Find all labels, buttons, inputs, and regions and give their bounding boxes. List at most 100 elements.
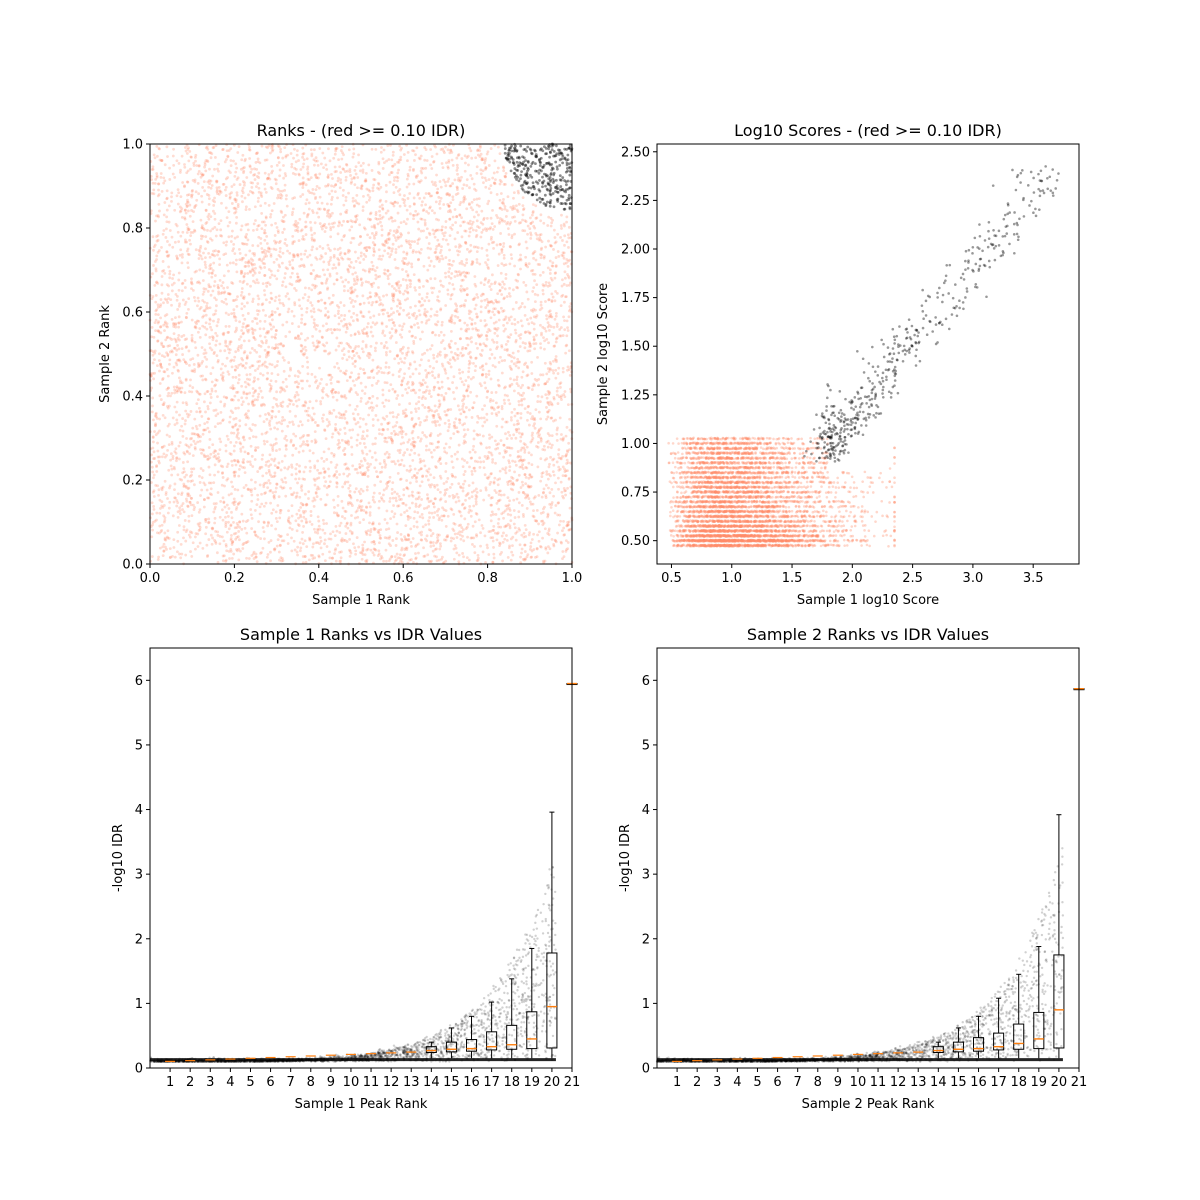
ranks-point-fail xyxy=(476,346,479,350)
ranks-point-fail xyxy=(340,157,344,161)
ranks-point-fail xyxy=(463,517,467,521)
ranks-point-fail xyxy=(427,192,431,195)
ranks-point-fail xyxy=(472,215,476,219)
ranks-point-fail xyxy=(274,333,278,336)
ranks-point-fail xyxy=(472,182,476,186)
ranks-point-fail xyxy=(561,455,564,458)
ranks-point-fail xyxy=(425,310,429,314)
ranks-point-fail xyxy=(368,376,372,379)
ranks-point-fail xyxy=(252,403,256,407)
ranks-point-fail xyxy=(261,302,265,306)
ranks-point-fail xyxy=(422,507,426,510)
ranks-point-fail xyxy=(455,156,459,160)
ranks-point-fail xyxy=(181,298,185,302)
ranks-point-fail xyxy=(343,234,346,237)
ranks-point-fail xyxy=(528,500,532,504)
ranks-point-fail xyxy=(361,170,365,174)
ranks-point-fail xyxy=(528,349,532,353)
ranks-point-fail xyxy=(306,165,310,169)
ranks-point-fail xyxy=(454,342,457,345)
ranks-point-fail xyxy=(357,332,361,336)
ranks-point-fail xyxy=(186,504,190,508)
ranks-point-fail xyxy=(433,181,437,184)
ranks-point-fail xyxy=(462,383,466,387)
ranks-point-fail xyxy=(226,155,230,159)
ranks-point-fail xyxy=(353,546,357,550)
ranks-point-fail xyxy=(316,527,320,531)
ranks-point-fail xyxy=(511,288,515,292)
ranks-point-fail xyxy=(380,224,384,228)
ranks-point-fail xyxy=(560,541,563,545)
ranks-point-fail xyxy=(426,478,430,482)
ranks-point-fail xyxy=(303,477,307,481)
ranks-point-fail xyxy=(189,550,192,553)
ranks-point-fail xyxy=(482,218,485,222)
ranks-point-fail xyxy=(473,520,477,524)
ranks-point-fail xyxy=(379,557,382,561)
ranks-point-fail xyxy=(465,258,469,261)
ranks-point-fail xyxy=(180,282,184,286)
ranks-point-fail xyxy=(260,363,264,367)
ranks-point-fail xyxy=(367,501,371,505)
ranks-point-fail xyxy=(306,413,310,417)
ranks-point-fail xyxy=(264,298,268,302)
ranks-point-fail xyxy=(343,482,347,486)
ranks-point-fail xyxy=(340,256,344,260)
ranks-point-fail xyxy=(549,216,553,220)
ranks-point-fail xyxy=(155,239,159,243)
ranks-point-fail xyxy=(448,281,451,285)
ranks-point-fail xyxy=(456,274,459,277)
ranks-point-fail xyxy=(480,348,484,352)
ranks-point-fail xyxy=(274,182,278,186)
ranks-point-fail xyxy=(414,153,417,157)
ranks-point-fail xyxy=(150,410,154,414)
ranks-point-fail xyxy=(209,151,212,155)
ranks-point-fail xyxy=(406,515,410,519)
ranks-point-fail xyxy=(396,459,400,463)
ranks-point-fail xyxy=(511,459,514,463)
ranks-point-fail xyxy=(181,401,185,405)
ranks-point-fail xyxy=(320,377,323,381)
ranks-point-fail xyxy=(375,266,379,270)
ranks-point-fail xyxy=(562,315,565,319)
ranks-point-fail xyxy=(491,406,495,410)
ranks-point-fail xyxy=(496,216,500,220)
ranks-point-fail xyxy=(275,441,278,445)
ranks-point-fail xyxy=(318,341,321,344)
ranks-point-fail xyxy=(310,315,314,319)
ranks-point-fail xyxy=(202,180,206,183)
ranks-point-fail xyxy=(186,247,190,251)
ranks-point-fail xyxy=(241,543,245,547)
ranks-point-fail xyxy=(201,378,205,382)
ranks-point-fail xyxy=(200,237,203,241)
ranks-point-fail xyxy=(261,546,265,550)
ranks-point-fail xyxy=(520,551,523,555)
ranks-point-fail xyxy=(343,323,347,326)
ranks-point-fail xyxy=(338,341,342,345)
ranks-point-fail xyxy=(224,444,228,447)
ranks-point-fail xyxy=(390,492,394,495)
ranks-point-fail xyxy=(335,529,339,533)
ranks-point-fail xyxy=(364,343,368,347)
ranks-point-fail xyxy=(340,319,343,323)
ranks-point-fail xyxy=(421,474,425,478)
ranks-point-fail xyxy=(322,413,325,417)
ranks-point-fail xyxy=(506,480,510,484)
ranks-point-fail xyxy=(162,542,166,546)
ranks-point-fail xyxy=(355,498,359,502)
ranks-point-fail xyxy=(276,229,280,233)
ranks-point-fail xyxy=(251,300,255,303)
ranks-point-fail xyxy=(183,303,187,306)
ranks-point-fail xyxy=(371,551,375,555)
ranks-point-fail xyxy=(462,482,465,486)
ranks-point-fail xyxy=(198,406,201,410)
ranks-point-fail xyxy=(230,516,234,520)
ranks-point-fail xyxy=(331,211,334,215)
ranks-point-fail xyxy=(152,495,156,498)
ranks-point-fail xyxy=(347,486,351,490)
ranks-point-fail xyxy=(348,537,352,541)
ranks-point-fail xyxy=(181,434,185,438)
ranks-point-fail xyxy=(361,430,365,434)
ranks-point-fail xyxy=(289,486,292,490)
ranks-point-fail xyxy=(182,467,186,471)
